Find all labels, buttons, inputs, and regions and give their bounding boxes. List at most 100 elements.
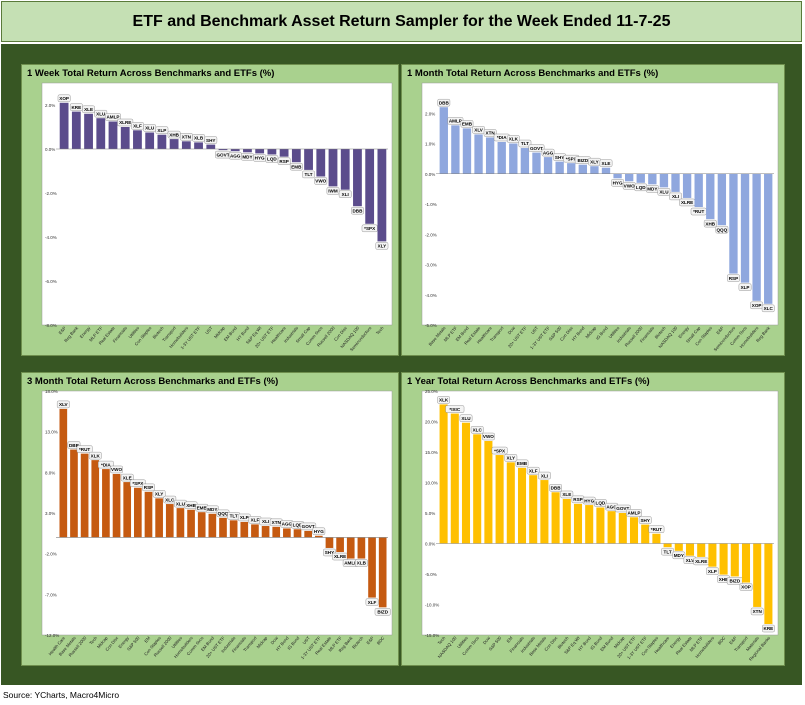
x-tick-label: Dow (482, 635, 492, 645)
data-label: XLB (357, 561, 367, 566)
data-label-box (437, 99, 451, 107)
bar (694, 173, 703, 208)
title-bar: ETF and Benchmark Asset Return Sampler f… (1, 1, 802, 42)
bar (157, 134, 167, 149)
data-label: *DIA (101, 462, 111, 467)
bar (697, 543, 706, 557)
chart-svg: -12.0%-7.0%-2.0%3.0%8.0%13.0%18.0%XLVHea… (41, 389, 393, 660)
bar (353, 149, 362, 207)
data-label: XLRE (695, 559, 707, 564)
bar (59, 408, 68, 538)
x-tick-label: Base Metals (428, 325, 447, 346)
bar (474, 134, 483, 174)
data-label-box (459, 414, 473, 422)
bar (219, 517, 227, 538)
data-label-box (762, 624, 775, 633)
y-tick-label: -2.0% (45, 552, 57, 557)
bar (316, 149, 326, 177)
data-label: XHB (186, 503, 196, 508)
data-label-box (277, 157, 291, 165)
bar (377, 149, 387, 242)
data-label: TLT (230, 514, 238, 519)
data-label: XTN (272, 520, 282, 525)
y-tick-label: 0.0% (425, 542, 435, 547)
bar (165, 504, 174, 538)
data-label-box (518, 139, 532, 148)
data-label: IWM (328, 189, 338, 194)
x-tick-label: BDC (376, 635, 386, 645)
data-label: DBB (439, 100, 450, 105)
bar (255, 149, 265, 154)
bar (120, 127, 130, 149)
data-label: BIZD (377, 610, 388, 615)
y-tick-label: -4.0% (425, 293, 437, 298)
data-label: XLY (378, 244, 387, 249)
data-label-box (549, 484, 562, 492)
data-label: XOP (752, 303, 762, 308)
chart-title: 3 Month Total Return Across Benchmarks a… (27, 376, 279, 387)
data-label-box (761, 304, 775, 313)
x-tick-label: UST (302, 635, 312, 645)
bar (70, 449, 78, 538)
bar (590, 166, 599, 174)
bar (240, 521, 249, 538)
y-tick-label: 1.0% (425, 142, 435, 147)
data-label: XLRE (334, 554, 346, 559)
y-tick-label: -1.0% (425, 202, 437, 207)
x-tick-label: Biotech (351, 635, 364, 650)
data-label: RSP (573, 497, 582, 502)
data-label: XLE (123, 475, 132, 480)
bar (272, 526, 281, 538)
y-tick-label: -2.0% (425, 232, 437, 237)
data-label-box (88, 451, 102, 460)
data-label: AMLP (627, 510, 640, 515)
data-label: XLY (590, 159, 599, 164)
data-label-box (460, 120, 474, 128)
bar (741, 543, 751, 583)
y-tick-label: -7.0% (45, 592, 57, 597)
data-label: SHY (325, 550, 334, 555)
chart-panel-1-month: 1 Month Total Return Across Benchmarks a… (401, 64, 785, 356)
data-label: MDY (242, 155, 252, 160)
bar (59, 102, 69, 149)
bar (450, 413, 459, 544)
y-tick-label: 8.0% (45, 470, 55, 475)
data-label: XLE (84, 107, 93, 112)
bar (112, 473, 121, 538)
bar (283, 528, 291, 538)
bar (671, 173, 680, 192)
data-label-box (374, 608, 391, 616)
x-tick-label: S&P 500 (488, 635, 503, 652)
y-tick-label: 0.0% (45, 147, 55, 152)
x-tick-label: BDC (717, 635, 727, 645)
bar (708, 543, 717, 567)
bar (543, 157, 553, 174)
bar (291, 149, 301, 163)
bar (636, 173, 645, 183)
data-label: MDY (207, 507, 217, 512)
bar (629, 517, 639, 544)
data-label: HYG (613, 180, 623, 185)
bar (181, 141, 191, 149)
bar (155, 498, 163, 538)
bar (176, 508, 185, 538)
data-label-box (626, 509, 642, 517)
data-label: XLU (461, 416, 471, 421)
data-label-box (365, 598, 379, 606)
bar (123, 482, 132, 538)
data-label: SHY (206, 138, 215, 143)
data-label: XTN (753, 609, 763, 614)
data-label-box (599, 159, 613, 167)
data-label: VWO (483, 434, 494, 439)
bar (485, 137, 495, 174)
data-label: XLU (96, 111, 106, 116)
bar (473, 434, 482, 544)
chart-panel-1-year: 1 Year Total Return Across Benchmarks an… (401, 372, 785, 666)
data-label-box (355, 559, 368, 567)
data-label: VWO (624, 184, 635, 189)
bar (532, 152, 541, 174)
data-label: EMB (517, 461, 528, 466)
data-label-box (57, 94, 71, 102)
x-tick-label: EM (143, 635, 151, 643)
data-label: XLF (133, 124, 142, 129)
